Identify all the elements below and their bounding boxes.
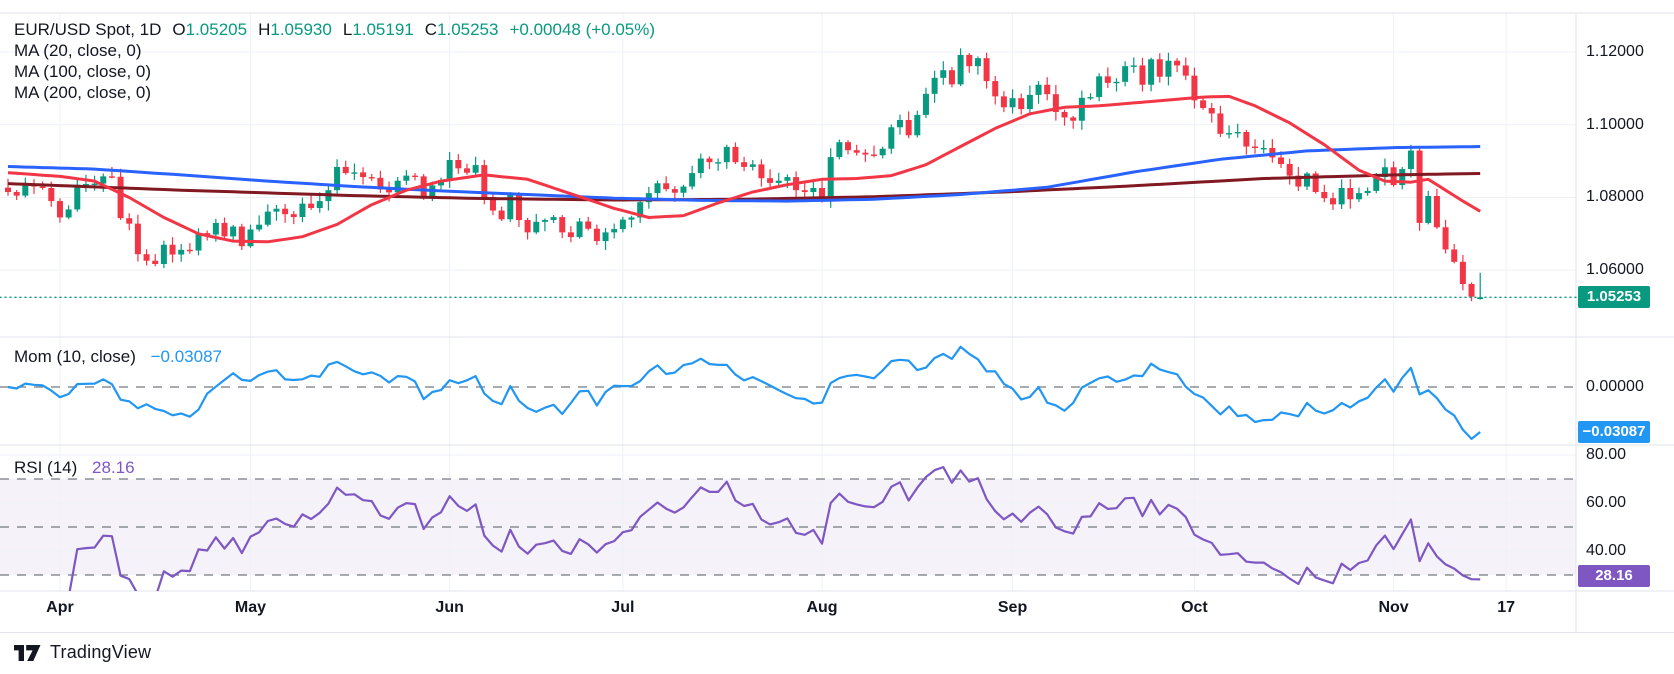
symbol-title: EUR/USD Spot, 1D — [14, 20, 162, 39]
time-tick-label: Apr — [46, 599, 74, 616]
high-value: H1.05930 — [258, 20, 332, 39]
momentum-label: Mom (10, close) — [14, 347, 136, 366]
ma100-legend-row[interactable]: MA (100, close, 0) — [14, 62, 152, 81]
momentum-line — [7, 345, 1481, 440]
symbol-legend-row[interactable]: EUR/USD Spot, 1D O1.05205 H1.05930 L1.05191… — [14, 20, 655, 40]
rsi-line — [68, 466, 1481, 591]
ma-line — [7, 145, 1481, 203]
candlestick-series — [5, 48, 1484, 302]
rsi-legend-row[interactable]: RSI (14) 28.16 — [14, 458, 135, 478]
price-tick-label: 1.10000 — [1586, 115, 1644, 133]
chart-legend: EUR/USD Spot, 1D O1.05205 H1.05930 L1.05191… — [14, 20, 655, 104]
rsi-tick-label: 40.00 — [1586, 542, 1627, 559]
price-tick-label: 1.08000 — [1586, 188, 1644, 206]
momentum-tick-label: 0.00000 — [1586, 378, 1644, 395]
change-value: +0.00048 (+0.05%) — [509, 20, 656, 39]
open-value: O1.05205 — [172, 20, 248, 39]
rsi-label: RSI (14) — [14, 458, 78, 477]
momentum-value: −0.03087 — [150, 347, 222, 366]
last-price-badge: 1.05253 — [1578, 286, 1650, 308]
ma200-legend-row[interactable]: MA (200, close, 0) — [14, 83, 152, 102]
rsi-tick-label: 80.00 — [1586, 446, 1627, 463]
footer-bar: TradingView — [0, 632, 1674, 674]
tradingview-logo-icon — [14, 644, 41, 661]
tradingview-logo[interactable]: TradingView — [14, 642, 151, 663]
time-tick-label: May — [234, 599, 267, 616]
time-tick-label: Sep — [997, 599, 1028, 616]
time-tick-label: Jun — [435, 599, 464, 616]
close-value: C1.05253 — [424, 20, 499, 39]
price-tick-label: 1.06000 — [1586, 261, 1644, 279]
time-tick-label: Jul — [611, 599, 635, 616]
low-value: L1.05191 — [342, 20, 414, 39]
momentum-badge: −0.03087 — [1578, 421, 1650, 443]
price-tick-label: 1.12000 — [1586, 43, 1644, 60]
ma-line — [7, 94, 1481, 244]
rsi-tick-label: 60.00 — [1586, 494, 1627, 511]
ma20-legend-row[interactable]: MA (20, close, 0) — [14, 41, 142, 60]
time-tick-label: Oct — [1181, 599, 1208, 616]
momentum-legend-row[interactable]: Mom (10, close) −0.03087 — [14, 347, 222, 367]
time-tick-label: 17 — [1497, 599, 1516, 616]
time-tick-label: Aug — [806, 599, 838, 616]
tradingview-logo-text: TradingView — [50, 642, 152, 662]
rsi-value: 28.16 — [92, 458, 135, 477]
rsi-badge: 28.16 — [1578, 565, 1650, 587]
time-tick-label: Nov — [1378, 599, 1409, 616]
